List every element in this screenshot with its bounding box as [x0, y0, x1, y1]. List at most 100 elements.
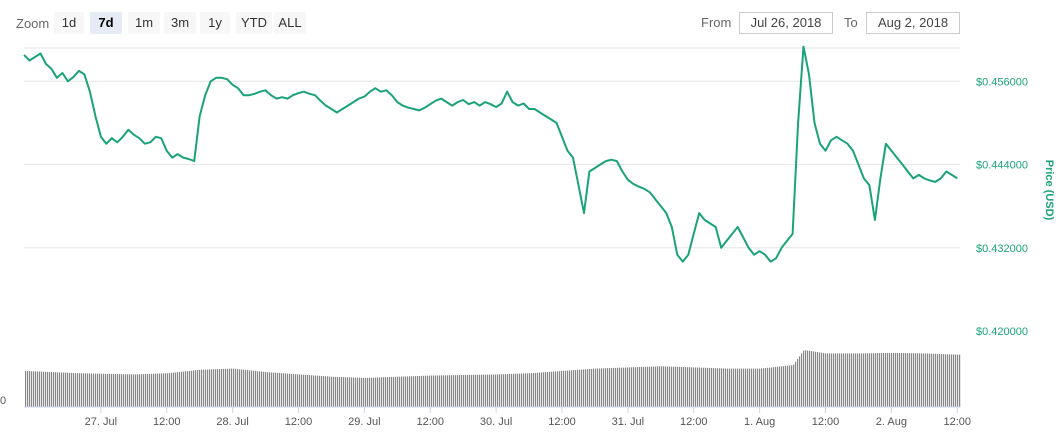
volume-bar	[49, 372, 51, 407]
volume-bar	[415, 376, 417, 407]
volume-bar	[67, 372, 69, 407]
volume-bar	[877, 353, 879, 407]
zoom-button-3m[interactable]: 3m	[164, 12, 196, 34]
volume-bar	[343, 377, 345, 407]
volume-bar	[325, 376, 327, 407]
volume-bar	[831, 353, 833, 407]
volume-bar	[175, 372, 177, 407]
volume-bar	[767, 367, 769, 407]
volume-bar	[225, 368, 227, 407]
volume-bar	[465, 374, 467, 407]
volume-bar	[829, 353, 831, 407]
volume-bar	[517, 373, 519, 407]
volume-bar	[731, 368, 733, 407]
volume-bar	[367, 377, 369, 407]
volume-bar	[165, 373, 167, 407]
volume-bar	[31, 371, 33, 407]
volume-bar	[275, 372, 277, 407]
volume-bar	[183, 371, 185, 407]
volume-bar	[873, 353, 875, 407]
volume-bar	[139, 374, 141, 407]
zoom-button-all[interactable]: ALL	[274, 12, 306, 34]
zoom-button-1y[interactable]: 1y	[200, 12, 230, 34]
volume-bar	[443, 375, 445, 407]
volume-bar	[885, 353, 887, 407]
volume-bar	[27, 371, 29, 407]
volume-bar	[303, 374, 305, 407]
volume-bar	[423, 375, 425, 407]
volume-bar	[649, 366, 651, 407]
volume-bar	[923, 353, 925, 407]
volume-bar	[867, 353, 869, 407]
to-date-input[interactable]: Aug 2, 2018	[866, 12, 960, 34]
volume-bar	[379, 377, 381, 407]
volume-bar	[331, 376, 333, 407]
volume-bar	[763, 368, 765, 407]
volume-bar	[193, 370, 195, 407]
volume-bar	[901, 353, 903, 407]
volume-bar	[881, 353, 883, 407]
volume-bar	[249, 370, 251, 407]
volume-bar	[893, 352, 895, 407]
volume-bar	[629, 367, 631, 407]
volume-bar	[509, 373, 511, 407]
volume-bar	[743, 368, 745, 407]
volume-bar	[439, 375, 441, 407]
volume-bar	[201, 369, 203, 407]
volume-bar	[147, 373, 149, 407]
volume-bar	[663, 366, 665, 407]
volume-bar	[409, 376, 411, 407]
volume-bar	[297, 374, 299, 407]
volume-bar	[775, 366, 777, 407]
from-date-input[interactable]: Jul 26, 2018	[739, 12, 833, 34]
volume-bar	[687, 367, 689, 407]
volume-bar	[57, 372, 59, 407]
volume-bar	[123, 374, 125, 407]
volume-bar	[133, 374, 135, 407]
volume-bar	[523, 373, 525, 407]
volume-bar	[835, 353, 837, 407]
volume-bar	[787, 365, 789, 407]
volume-bar	[143, 374, 145, 407]
volume-bar	[909, 353, 911, 407]
volume-bar	[871, 353, 873, 407]
zoom-button-ytd[interactable]: YTD	[236, 12, 272, 34]
volume-bar	[641, 366, 643, 407]
volume-bar	[131, 374, 133, 407]
volume-bar	[581, 369, 583, 407]
volume-bar	[911, 353, 913, 407]
zoom-button-7d[interactable]: 7d	[90, 12, 122, 34]
x-tick-label: 12:00	[812, 416, 840, 428]
volume-bar	[717, 368, 719, 407]
volume-bar	[697, 367, 699, 407]
volume-bar	[191, 370, 193, 407]
volume-bar	[107, 373, 109, 407]
volume-bar	[883, 353, 885, 407]
volume-bar	[223, 368, 225, 407]
volume-bar	[313, 375, 315, 407]
volume-bar	[805, 350, 807, 407]
volume-bar	[665, 366, 667, 407]
volume-bar	[677, 366, 679, 407]
x-tick-label: 12:00	[153, 416, 181, 428]
volume-bar	[823, 353, 825, 407]
zoom-button-1d[interactable]: 1d	[54, 12, 84, 34]
volume-bar	[95, 373, 97, 407]
volume-bar	[631, 367, 633, 407]
volume-bar	[619, 367, 621, 407]
zoom-button-1m[interactable]: 1m	[128, 12, 160, 34]
x-tick-label: 12:00	[416, 416, 444, 428]
volume-bar	[639, 367, 641, 407]
volume-bar	[765, 368, 767, 407]
volume-bar	[77, 373, 79, 407]
volume-bar	[141, 374, 143, 407]
volume-bar	[349, 377, 351, 407]
volume-bar	[583, 369, 585, 407]
volume-bar	[393, 376, 395, 407]
volume-bar	[769, 367, 771, 407]
volume-bar	[733, 368, 735, 407]
volume-bar	[399, 376, 401, 407]
volume-bar	[943, 354, 945, 407]
volume-bar	[319, 375, 321, 407]
